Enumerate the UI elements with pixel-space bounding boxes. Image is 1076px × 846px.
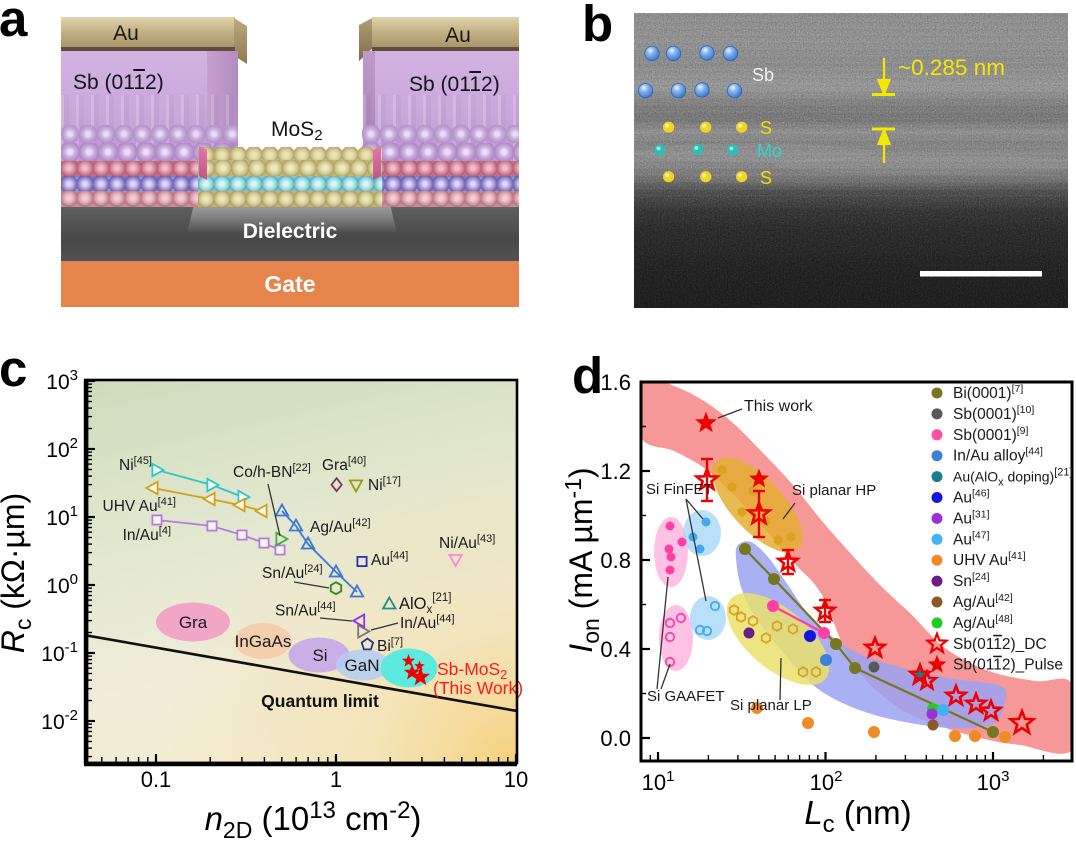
svg-text:102: 102 bbox=[46, 435, 78, 462]
svg-text:Bi(0001)[7]: Bi(0001)[7] bbox=[953, 383, 1023, 402]
svg-text:102: 102 bbox=[810, 768, 843, 795]
svg-text:0.8: 0.8 bbox=[600, 548, 631, 573]
svg-text:100: 100 bbox=[46, 571, 78, 598]
svg-text:UHV Au[41]: UHV Au[41] bbox=[953, 550, 1026, 569]
svg-text:Sb(0001)[10]: Sb(0001)[10] bbox=[953, 404, 1034, 423]
svg-text:Mo: Mo bbox=[757, 141, 782, 161]
svg-text:n2D (1013 cm-2): n2D (1013 cm-2) bbox=[205, 797, 422, 843]
svg-text:Gra: Gra bbox=[179, 613, 208, 632]
svg-text:Sb-MoS2: Sb-MoS2 bbox=[437, 659, 507, 682]
svg-text:1: 1 bbox=[330, 767, 342, 792]
svg-text:Au[31]: Au[31] bbox=[953, 508, 990, 527]
svg-text:Au(AlOx doping)[21]: Au(AlOx doping)[21] bbox=[953, 467, 1073, 489]
svg-text:Si GAAFET: Si GAAFET bbox=[647, 688, 725, 705]
svg-text:Sn[24]: Sn[24] bbox=[953, 571, 990, 590]
svg-text:Sb(0112)_DC: Sb(0112)_DC bbox=[953, 636, 1047, 653]
svg-text:Ion (mA µm-1): Ion (mA µm-1) bbox=[560, 467, 604, 652]
svg-text:Lc (nm): Lc (nm) bbox=[804, 794, 911, 838]
svg-text:Rc (kΩ·µm): Rc (kΩ·µm) bbox=[0, 493, 36, 653]
svg-text:101: 101 bbox=[642, 768, 675, 795]
svg-text:Sb(0001)[9]: Sb(0001)[9] bbox=[953, 425, 1029, 444]
svg-text:~0.285 nm: ~0.285 nm bbox=[898, 55, 1005, 80]
svg-text:InGaAs: InGaAs bbox=[235, 632, 292, 651]
svg-text:10: 10 bbox=[504, 767, 528, 792]
svg-text:In/Au alloy[44]: In/Au alloy[44] bbox=[953, 446, 1043, 465]
svg-text:Sb: Sb bbox=[752, 65, 774, 85]
svg-text:Sb(0112)_Pulse: Sb(0112)_Pulse bbox=[953, 657, 1063, 674]
svg-text:S: S bbox=[760, 118, 772, 138]
svg-text:Quantum limit: Quantum limit bbox=[261, 691, 379, 711]
svg-text:Co/h-BN[22]: Co/h-BN[22] bbox=[233, 462, 311, 481]
svg-text:Si FinFET: Si FinFET bbox=[646, 481, 713, 498]
svg-text:0.1: 0.1 bbox=[141, 767, 172, 792]
svg-text:Si: Si bbox=[312, 646, 327, 665]
svg-text:101: 101 bbox=[46, 503, 78, 530]
svg-text:UHV Au[41]: UHV Au[41] bbox=[103, 496, 177, 515]
svg-text:10-2: 10-2 bbox=[41, 707, 78, 734]
svg-text:Ag/Au[48]: Ag/Au[48] bbox=[953, 613, 1013, 632]
svg-text:Si planar LP: Si planar LP bbox=[730, 697, 812, 714]
svg-text:0.0: 0.0 bbox=[600, 726, 631, 751]
svg-text:Ag/Au[42]: Ag/Au[42] bbox=[953, 592, 1013, 611]
svg-text:S: S bbox=[760, 168, 772, 188]
svg-text:Au[47]: Au[47] bbox=[953, 529, 990, 548]
svg-text:This work: This work bbox=[744, 398, 813, 415]
svg-text:103: 103 bbox=[977, 768, 1010, 795]
svg-text:1.6: 1.6 bbox=[600, 370, 631, 395]
svg-text:GaN: GaN bbox=[345, 656, 380, 675]
svg-text:0.4: 0.4 bbox=[600, 637, 631, 662]
svg-text:10-1: 10-1 bbox=[41, 639, 78, 666]
svg-text:103: 103 bbox=[46, 367, 78, 394]
svg-text:1.2: 1.2 bbox=[600, 459, 631, 484]
svg-text:Si planar HP: Si planar HP bbox=[792, 482, 876, 499]
svg-text:Au[46]: Au[46] bbox=[953, 488, 990, 507]
svg-text:(This Work): (This Work) bbox=[433, 678, 523, 698]
